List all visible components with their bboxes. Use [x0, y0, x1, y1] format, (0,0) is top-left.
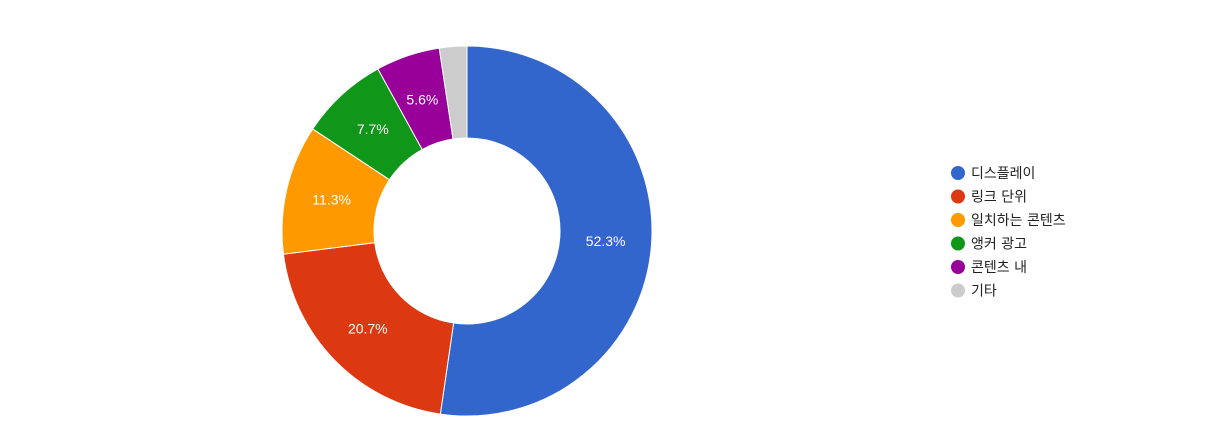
legend-item-4[interactable]: 콘텐츠 내: [951, 260, 1027, 276]
legend-swatch-1: [951, 189, 965, 204]
legend-swatch-5: [951, 283, 965, 298]
slice-label-3: 7.7%: [357, 121, 389, 137]
legend-item-1[interactable]: 링크 단위: [951, 189, 1027, 206]
legend-swatch-0: [951, 166, 965, 180]
legend-item-3[interactable]: 앵커 광고: [951, 236, 1027, 253]
legend-label-4: 콘텐츠 내: [971, 260, 1027, 276]
legend-swatch-3: [951, 236, 965, 251]
legend-swatch-2: [951, 213, 965, 227]
slice-label-0: 52.3%: [586, 233, 626, 249]
legend-label-5: 기타: [971, 284, 997, 300]
legend-label-3: 앵커 광고: [971, 237, 1027, 253]
legend-item-2[interactable]: 일치하는 콘텐츠: [951, 213, 1066, 229]
legend-item-0[interactable]: 디스플레이: [951, 166, 1035, 182]
slice-1[interactable]: [282, 242, 455, 415]
slice-labels-group: 52.3% 20.7% 11.3% 7.7% 5.6%: [312, 91, 625, 336]
slice-label-2: 11.3%: [312, 191, 351, 207]
legend-label-0: 디스플레이: [971, 166, 1035, 182]
legend-label-1: 링크 단위: [971, 190, 1027, 206]
legend-item-5[interactable]: 기타: [951, 283, 997, 300]
legend-label-2: 일치하는 콘텐츠: [971, 213, 1066, 229]
slice-label-4: 5.6%: [406, 91, 438, 107]
legend-swatch-4: [951, 260, 965, 274]
slice-label-1: 20.7%: [348, 320, 388, 336]
slice-0[interactable]: [439, 45, 653, 417]
slices-group: [281, 45, 653, 417]
slice-5[interactable]: [438, 45, 468, 140]
